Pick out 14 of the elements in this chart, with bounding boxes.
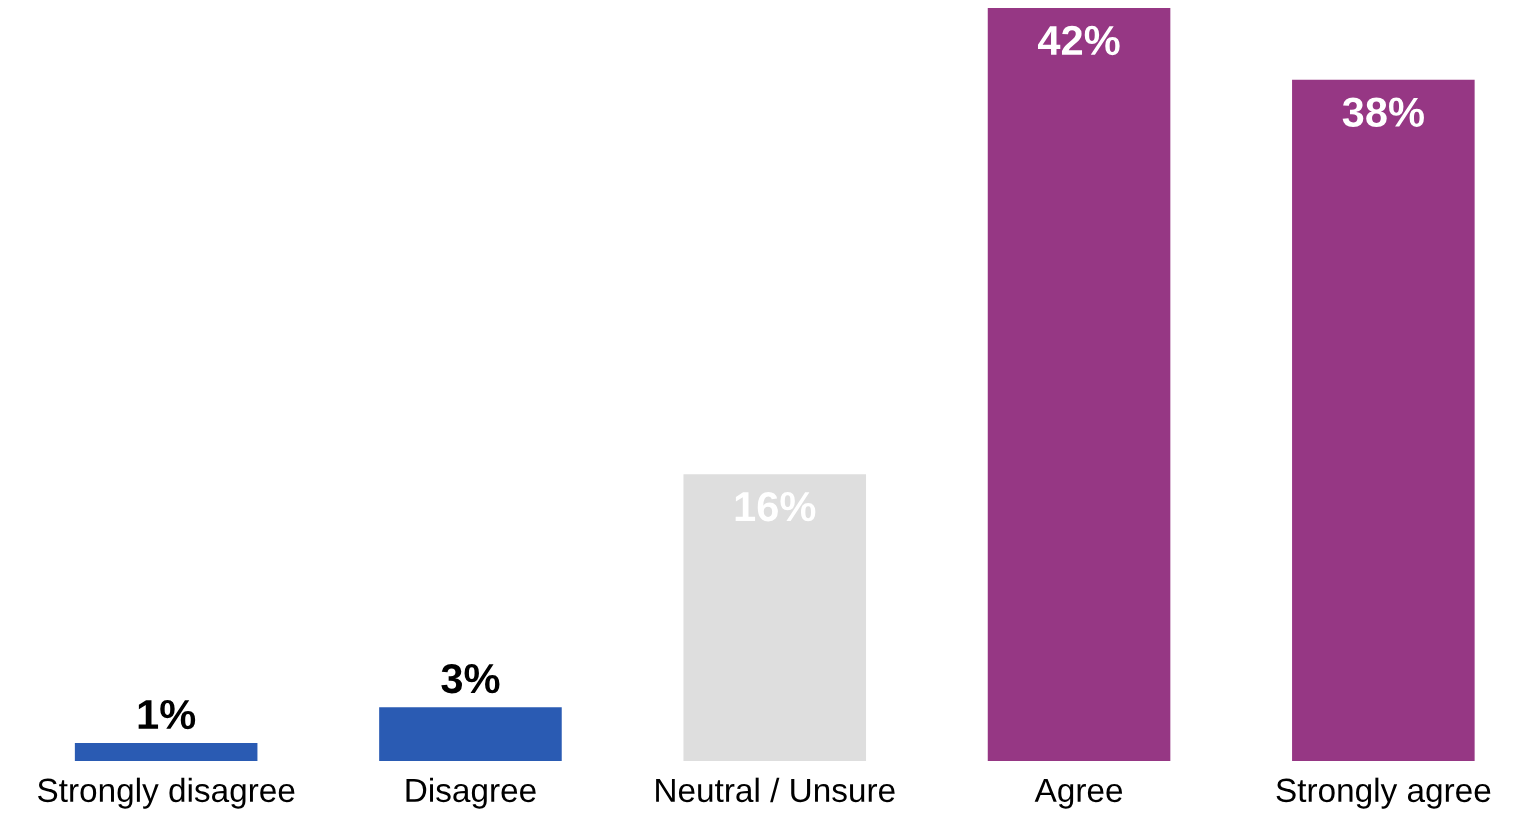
- x-tick-label: Disagree: [406, 777, 536, 809]
- x-tick-label: Neutral / Unsure: [656, 777, 895, 803]
- data-label: 38%: [1342, 97, 1424, 128]
- x-tick-label: Agree: [1034, 778, 1123, 809]
- x-tick-label: Strongly agree: [1276, 777, 1491, 809]
- data-label: 42%: [1037, 25, 1120, 56]
- data-label: 1%: [138, 699, 196, 730]
- bar: [74, 743, 258, 761]
- bar: [683, 474, 867, 761]
- data-label: 3%: [441, 663, 500, 694]
- x-tick-label: Strongly disagree: [37, 777, 295, 809]
- bar: [379, 707, 562, 761]
- bar: [987, 8, 1171, 761]
- bar: [1292, 79, 1475, 761]
